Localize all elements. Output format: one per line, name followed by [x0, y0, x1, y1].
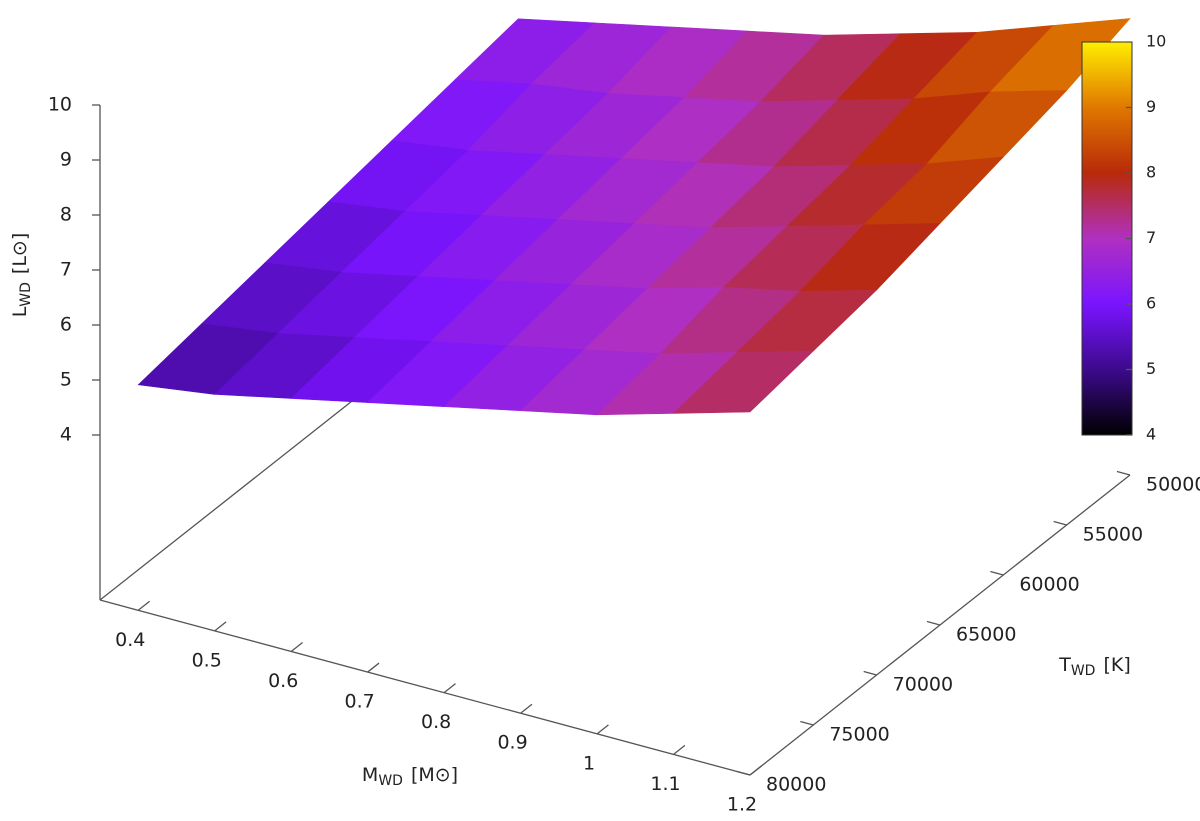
y-tick-label: 65000	[956, 624, 1016, 646]
label-sub: WD	[18, 282, 34, 307]
xlabel-label: MWD [M⊙]	[362, 764, 458, 790]
colorbar	[1081, 41, 1133, 436]
y-tick	[800, 720, 814, 726]
y-tick-label: 60000	[1019, 574, 1079, 596]
z-tick-label: 8	[60, 204, 72, 226]
cb-tick-label: 10	[1146, 32, 1166, 51]
x-tick-label: 0.9	[497, 732, 527, 754]
x-tick-label: 1.1	[650, 773, 680, 795]
y-tick	[1053, 520, 1067, 526]
cb-tick-label: 9	[1146, 97, 1156, 116]
x-tick-label: 0.7	[345, 691, 375, 713]
y-tick-label: 55000	[1083, 524, 1143, 546]
label-unit: [L⊙]	[9, 233, 31, 274]
y-tick	[863, 670, 877, 676]
label-unit: [K]	[1103, 654, 1130, 676]
x-tick	[673, 744, 686, 755]
x-tick-label: 0.5	[192, 649, 222, 671]
y-tick-label: 70000	[893, 674, 953, 696]
cb-tick-label: 7	[1146, 228, 1156, 247]
z-tick-label: 9	[60, 149, 72, 171]
cb-tick-label: 8	[1146, 163, 1156, 182]
z-tick-label: 6	[60, 314, 72, 336]
y-tick	[926, 620, 941, 626]
x-tick	[137, 600, 151, 611]
x-tick	[443, 683, 456, 694]
surface-patch	[672, 350, 815, 414]
x-tick	[367, 662, 380, 673]
x-tick	[749, 765, 762, 776]
z-tick-label: 4	[60, 424, 72, 446]
cb-tick-label: 5	[1146, 359, 1156, 378]
z-tick-label: 5	[60, 369, 72, 391]
label-unit: [M⊙]	[411, 764, 458, 786]
x-tick-label: 0.6	[268, 670, 298, 692]
x-tick	[596, 724, 609, 735]
x-axis	[99, 599, 751, 776]
cb-tick-label: 4	[1146, 425, 1156, 444]
x-tick-label: 0.4	[115, 629, 145, 651]
cb-tick-label: 6	[1146, 294, 1156, 313]
label-sub: WD	[378, 773, 403, 789]
z-tick-label: 10	[48, 94, 72, 116]
x-tick	[520, 703, 533, 714]
x-tick-label: 0.8	[421, 711, 451, 733]
y-tick	[990, 570, 1004, 576]
label-main: L	[9, 306, 31, 317]
y-tick-label: 75000	[829, 724, 889, 746]
label-main: T	[1058, 654, 1071, 676]
y-tick-label: 50000	[1146, 474, 1200, 496]
x-tick-label: 1.2	[727, 794, 757, 816]
z-tick-label: 7	[60, 259, 72, 281]
zlabel-label: LWD [L⊙]	[9, 233, 35, 318]
x-tick	[290, 641, 303, 652]
y-tick	[1116, 470, 1131, 476]
label-main: M	[362, 764, 378, 786]
x-tick-label: 1	[583, 752, 595, 774]
y-tick	[736, 770, 751, 776]
label-sub: WD	[1071, 663, 1096, 679]
ylabel-label: TWD [K]	[1058, 654, 1131, 680]
x-tick	[214, 621, 227, 632]
y-tick-label: 80000	[766, 774, 826, 796]
